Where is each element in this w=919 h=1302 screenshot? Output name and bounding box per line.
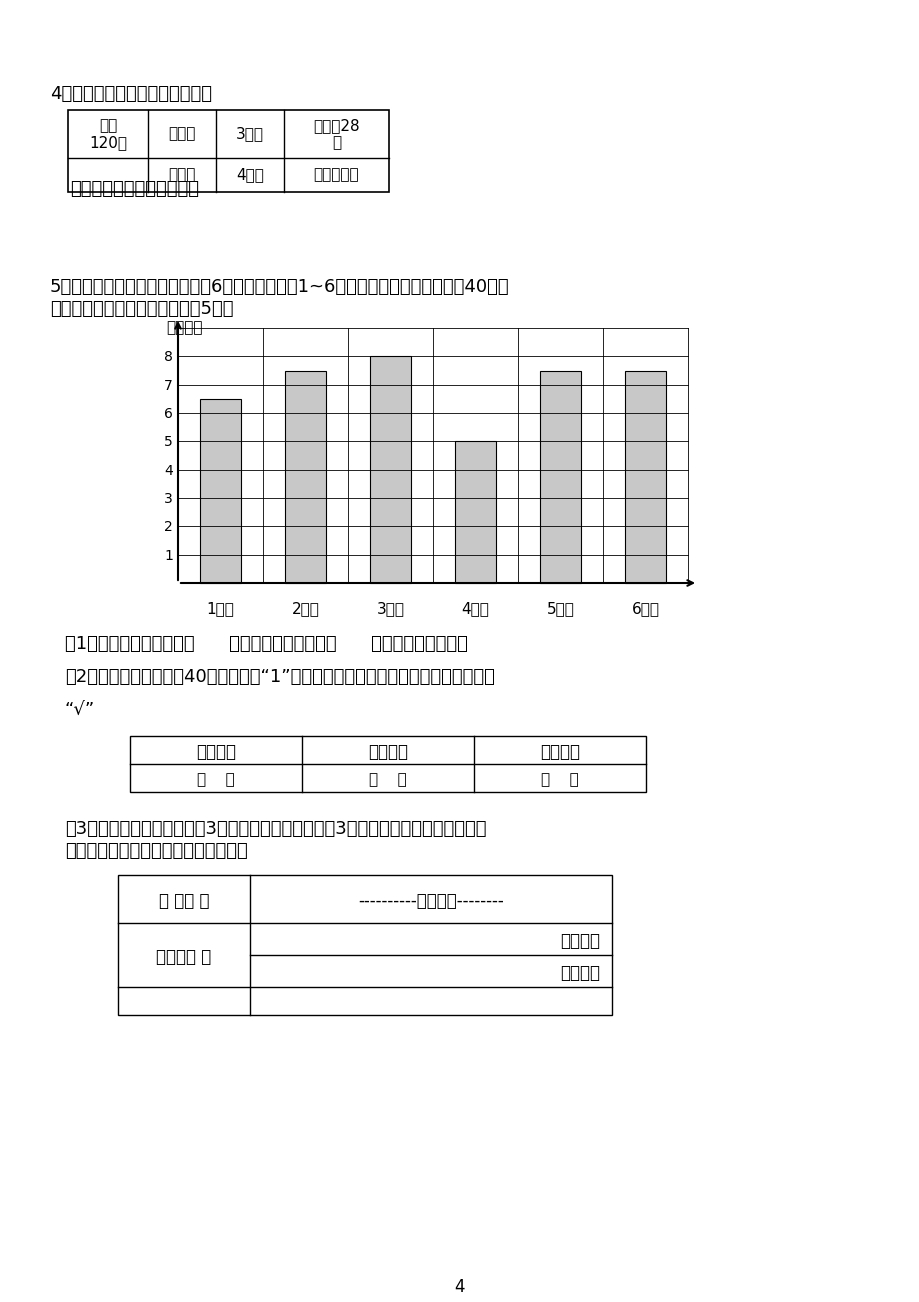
Text: （    ）: （ ） [540, 772, 578, 788]
Text: 6: 6 [164, 408, 173, 421]
Text: 4朝上: 4朝上 [461, 602, 489, 616]
Text: 2: 2 [165, 521, 173, 534]
Text: 8: 8 [164, 350, 173, 365]
Text: 四年级: 四年级 [168, 126, 196, 142]
Text: 次数最多: 次数最多 [196, 743, 236, 760]
Text: 吗？如果不公平，可以怎样修改规则？: 吗？如果不公平，可以怎样修改规则？ [65, 842, 247, 861]
Text: 共栽
120棵: 共栽 120棵 [89, 117, 127, 150]
Text: 次数最少: 次数最少 [368, 743, 407, 760]
Text: 4、四、五年级植树情况如下表：: 4、四、五年级植树情况如下表： [50, 85, 211, 103]
Bar [118, 875, 611, 1016]
Text: ----------不用修改--------: ----------不用修改-------- [357, 892, 504, 910]
Text: （2）如果把正方体再抖40次，你认为“1”朝上的情况会怎么样？在合适的答案下面画: （2）如果把正方体再抖40次，你认为“1”朝上的情况会怎么样？在合适的答案下面画 [65, 668, 494, 686]
Text: 2朝上: 2朝上 [291, 602, 319, 616]
Text: 公 平（ ）: 公 平（ ） [159, 892, 209, 910]
Text: 7: 7 [165, 379, 173, 393]
Text: 不公平（ ）: 不公平（ ） [156, 948, 211, 966]
Text: 3个班: 3个班 [236, 126, 264, 142]
Text: 4个班: 4个班 [236, 168, 264, 182]
Text: 3朝上: 3朝上 [376, 602, 404, 616]
Text: 5、小明和小刚做了一个正方体的6个面上分别写上1~6。他们把这个正方体任意抖40次，: 5、小明和小刚做了一个正方体的6个面上分别写上1~6。他们把这个正方体任意抖40… [50, 279, 509, 296]
Text: （    ）: （ ） [197, 772, 234, 788]
Text: （3）如果规定朝上的数大于3算小明赢，朝上的数小于3算小刚赢，这个游戏规则公平: （3）如果规定朝上的数大于3算小明赢，朝上的数小于3算小刚赢，这个游戏规则公平 [65, 820, 486, 838]
Text: 5朝上: 5朝上 [546, 602, 573, 616]
Text: 4: 4 [165, 464, 173, 478]
Bar [68, 109, 389, 191]
Text: 每班栽28
棵: 每班栽28 棵 [312, 117, 359, 150]
Text: 1: 1 [164, 548, 173, 562]
Text: 算小刚赢: 算小刚赢 [560, 963, 599, 982]
Text: 每班栽？棵: 每班栽？棵 [313, 168, 359, 182]
Bar [285, 371, 325, 583]
Text: 五年级平均每班栽多少棵？: 五年级平均每班栽多少棵？ [70, 180, 199, 198]
Text: 4: 4 [454, 1279, 465, 1295]
Bar [455, 441, 495, 583]
Text: 单位：次: 单位：次 [165, 320, 202, 335]
Bar [369, 357, 411, 583]
Text: 算小明赢: 算小明赢 [560, 932, 599, 950]
Text: （1）从图上可以看出，（      ）朝上的次数最多，（      ）朝上的次数最少。: （1）从图上可以看出，（ ）朝上的次数最多，（ ）朝上的次数最少。 [65, 635, 468, 654]
Text: 6朝上: 6朝上 [630, 602, 659, 616]
Text: 无法确定: 无法确定 [539, 743, 579, 760]
Text: 1朝上: 1朝上 [207, 602, 234, 616]
Bar [200, 398, 241, 583]
Bar [130, 736, 645, 792]
Text: “√”: “√” [65, 700, 96, 719]
Text: 3: 3 [165, 492, 173, 506]
Text: （    ）: （ ） [369, 772, 406, 788]
Text: 结果各数朝上的情况如下图。（5分）: 结果各数朝上的情况如下图。（5分） [50, 299, 233, 318]
Bar [624, 371, 665, 583]
Bar [539, 371, 580, 583]
Text: 五年级: 五年级 [168, 168, 196, 182]
Text: 5: 5 [165, 435, 173, 449]
